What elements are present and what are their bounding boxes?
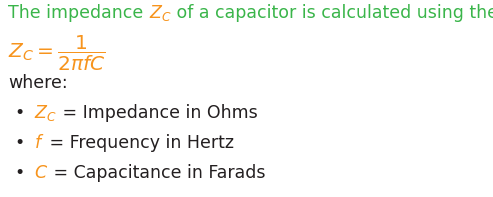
Text: $f$: $f$ [34, 134, 44, 152]
Text: = Impedance in Ohms: = Impedance in Ohms [57, 104, 257, 122]
Text: of a capacitor is calculated using the formula:: of a capacitor is calculated using the f… [172, 4, 493, 22]
Text: $Z_C = \dfrac{1}{2\pi fC}$: $Z_C = \dfrac{1}{2\pi fC}$ [8, 34, 106, 73]
Text: The impedance: The impedance [8, 4, 149, 22]
Text: $Z_C$: $Z_C$ [149, 3, 172, 23]
Text: •: • [14, 134, 24, 152]
Text: where:: where: [8, 74, 68, 92]
Text: •: • [14, 164, 24, 182]
Text: •: • [14, 104, 24, 122]
Text: $Z_C$: $Z_C$ [34, 103, 57, 123]
Text: $C$: $C$ [34, 164, 48, 182]
Text: = Frequency in Hertz: = Frequency in Hertz [44, 134, 234, 152]
Text: = Capacitance in Farads: = Capacitance in Farads [48, 164, 266, 182]
